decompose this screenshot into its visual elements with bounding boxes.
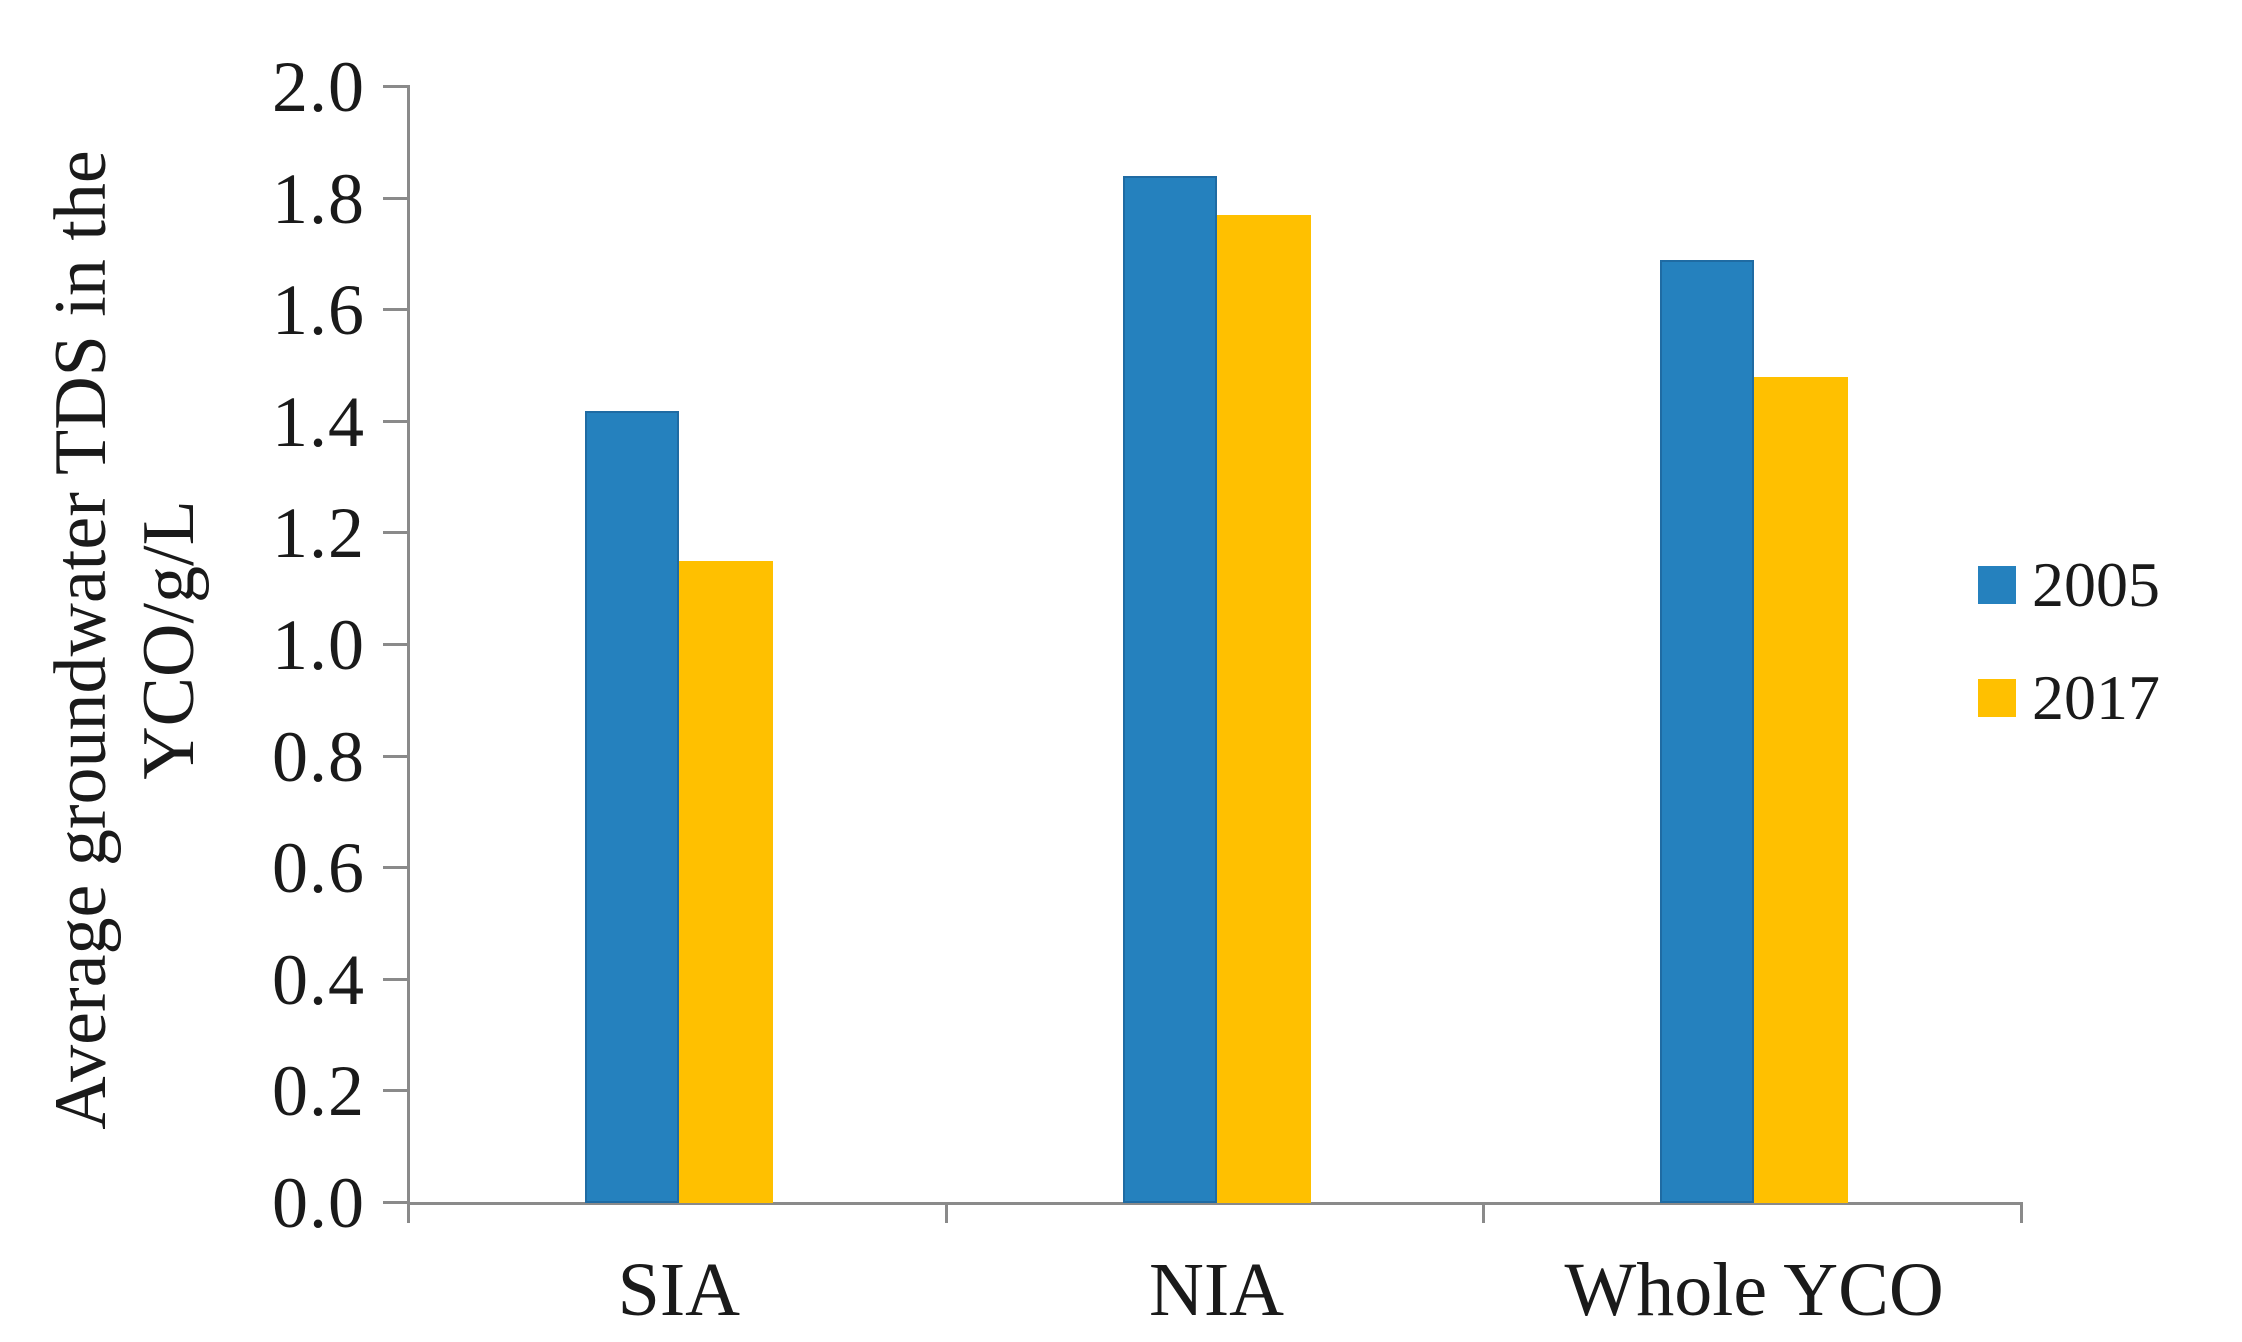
- y-tick-label-1.4: 1.4: [272, 381, 365, 462]
- legend-label-2005: 2005: [2032, 549, 2160, 620]
- y-tick-2.0: [383, 85, 407, 88]
- x-axis-line: [407, 1202, 2023, 1205]
- y-tick-label-0.2: 0.2: [272, 1051, 365, 1132]
- y-tick-label-1.2: 1.2: [272, 493, 365, 574]
- y-tick-label-0.4: 0.4: [272, 939, 365, 1020]
- y-tick-label-1.0: 1.0: [272, 605, 365, 685]
- y-tick-label-0.6: 0.6: [272, 828, 365, 909]
- x-boundary-tick-3: [2020, 1203, 2023, 1223]
- y-tick-label-0.0: 0.0: [272, 1163, 365, 1243]
- legend-entry-2005: 2005: [1978, 545, 2160, 625]
- x-boundary-tick-2: [1482, 1203, 1486, 1223]
- y-axis-line: [407, 85, 410, 1223]
- y-tick-1.4: [383, 419, 407, 423]
- x-category-label-SIA: SIA: [617, 1248, 741, 1332]
- x-boundary-tick-0: [407, 1203, 410, 1223]
- legend-label-2017: 2017: [2032, 662, 2160, 733]
- bar-2017-Whole YCO: [1754, 377, 1849, 1203]
- x-category-label-Whole YCO: Whole YCO: [1564, 1248, 1944, 1332]
- bar-2005-Whole YCO: [1660, 260, 1755, 1203]
- bar-2017-SIA: [678, 561, 773, 1203]
- y-tick-label-1.8: 1.8: [272, 158, 365, 239]
- legend-swatch-2017-icon: [1978, 679, 2016, 717]
- y-tick-1.0: [383, 643, 407, 646]
- y-tick-0.4: [383, 977, 407, 981]
- y-tick-0.0: [383, 1201, 407, 1204]
- y-tick-1.2: [383, 531, 407, 535]
- y-tick-1.6: [383, 308, 407, 312]
- y-tick-1.8: [383, 196, 407, 200]
- x-boundary-tick-1: [944, 1203, 948, 1223]
- y-tick-label-1.6: 1.6: [272, 270, 365, 351]
- y-axis-title-line1: Average groundwater TDS in the: [40, 150, 122, 1130]
- bar-2005-SIA: [584, 411, 679, 1203]
- legend-entry-2017: 2017: [1978, 658, 2160, 738]
- legend: 2005 2017: [1978, 545, 2160, 738]
- x-category-label-NIA: NIA: [1148, 1248, 1285, 1332]
- bar-2005-NIA: [1122, 176, 1217, 1203]
- y-tick-0.6: [383, 866, 407, 870]
- y-tick-0.8: [383, 754, 407, 758]
- y-tick-0.2: [383, 1089, 407, 1093]
- legend-swatch-2005-icon: [1978, 566, 2016, 604]
- y-tick-label-0.8: 0.8: [272, 716, 365, 797]
- y-tick-label-2.0: 2.0: [272, 47, 365, 127]
- bar-2017-NIA: [1216, 215, 1311, 1203]
